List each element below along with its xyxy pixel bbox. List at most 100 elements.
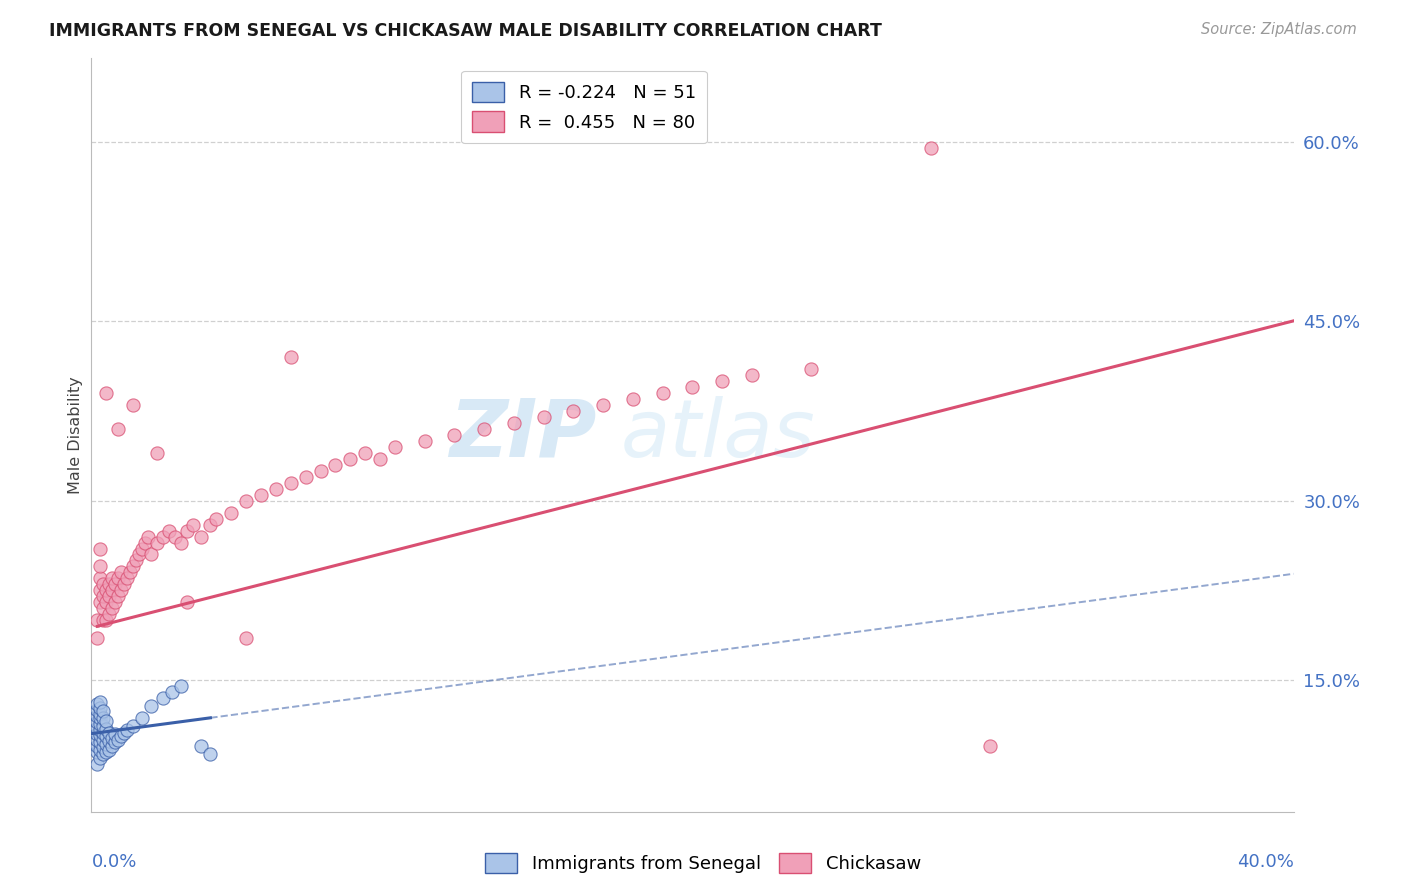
Point xyxy=(104,595,127,609)
Point xyxy=(96,730,118,744)
Point xyxy=(86,613,108,627)
Point xyxy=(920,141,942,155)
Point xyxy=(98,590,121,604)
Point xyxy=(96,722,118,736)
Point xyxy=(250,488,273,502)
Point xyxy=(741,368,763,382)
Point xyxy=(205,511,228,525)
Point xyxy=(86,632,108,646)
Point xyxy=(86,756,108,771)
Point xyxy=(98,742,121,756)
Point xyxy=(136,530,159,544)
Point xyxy=(107,571,129,585)
Point xyxy=(139,699,162,714)
Point xyxy=(89,735,111,749)
Point xyxy=(128,548,150,562)
Point xyxy=(89,751,111,765)
Point xyxy=(98,577,121,591)
Point xyxy=(86,745,108,759)
Point xyxy=(309,464,332,478)
Point xyxy=(96,737,118,751)
Point xyxy=(107,590,129,604)
Point xyxy=(443,428,465,442)
Point xyxy=(91,711,114,725)
Text: 0.0%: 0.0% xyxy=(91,853,136,871)
Point xyxy=(89,717,111,731)
Legend: R = -0.224   N = 51, R =  0.455   N = 80: R = -0.224 N = 51, R = 0.455 N = 80 xyxy=(461,70,707,144)
Point xyxy=(91,590,114,604)
Point xyxy=(96,613,118,627)
Point xyxy=(800,362,823,376)
Point xyxy=(89,541,111,556)
Text: ZIP: ZIP xyxy=(449,396,596,474)
Point xyxy=(104,577,127,591)
Point xyxy=(91,733,114,747)
Point xyxy=(621,392,644,406)
Point xyxy=(96,583,118,598)
Point xyxy=(91,601,114,615)
Point xyxy=(235,493,257,508)
Point xyxy=(157,524,180,538)
Point xyxy=(91,704,114,718)
Point xyxy=(592,398,614,412)
Point xyxy=(96,714,118,728)
Point xyxy=(176,595,198,609)
Point xyxy=(98,725,121,739)
Point xyxy=(112,577,135,591)
Point xyxy=(152,530,174,544)
Point xyxy=(89,559,111,574)
Point xyxy=(107,422,129,436)
Point xyxy=(651,386,673,401)
Point xyxy=(86,733,108,747)
Point xyxy=(104,735,127,749)
Point xyxy=(89,742,111,756)
Point xyxy=(152,691,174,706)
Point xyxy=(139,548,162,562)
Text: IMMIGRANTS FROM SENEGAL VS CHICKASAW MALE DISABILITY CORRELATION CHART: IMMIGRANTS FROM SENEGAL VS CHICKASAW MAL… xyxy=(49,22,882,40)
Point xyxy=(89,595,111,609)
Point xyxy=(91,718,114,732)
Point xyxy=(354,446,377,460)
Point xyxy=(86,714,108,729)
Point xyxy=(681,380,703,394)
Point xyxy=(413,434,436,448)
Point xyxy=(711,374,734,388)
Point xyxy=(280,475,302,490)
Point xyxy=(131,541,153,556)
Point xyxy=(125,553,148,567)
Point xyxy=(169,535,191,549)
Point xyxy=(294,469,316,483)
Legend: Immigrants from Senegal, Chickasaw: Immigrants from Senegal, Chickasaw xyxy=(478,846,928,880)
Point xyxy=(104,727,127,741)
Point xyxy=(101,731,124,745)
Point xyxy=(146,446,169,460)
Point xyxy=(264,482,287,496)
Point xyxy=(101,583,124,598)
Point xyxy=(96,745,118,759)
Point xyxy=(89,700,111,714)
Point xyxy=(101,571,124,585)
Point xyxy=(131,711,153,725)
Point xyxy=(339,451,361,466)
Point xyxy=(86,727,108,741)
Point xyxy=(91,747,114,762)
Point xyxy=(86,739,108,753)
Point xyxy=(122,398,145,412)
Text: atlas: atlas xyxy=(620,396,815,474)
Point xyxy=(91,725,114,739)
Point xyxy=(89,583,111,598)
Point xyxy=(98,607,121,622)
Point xyxy=(235,632,257,646)
Point xyxy=(979,739,1001,753)
Point xyxy=(169,679,191,693)
Point xyxy=(503,416,526,430)
Point xyxy=(280,350,302,364)
Point xyxy=(472,422,495,436)
Point xyxy=(101,739,124,753)
Point xyxy=(120,566,142,580)
Point xyxy=(89,695,111,709)
Point xyxy=(110,583,132,598)
Point xyxy=(98,734,121,748)
Point xyxy=(122,718,145,732)
Point xyxy=(200,517,222,532)
